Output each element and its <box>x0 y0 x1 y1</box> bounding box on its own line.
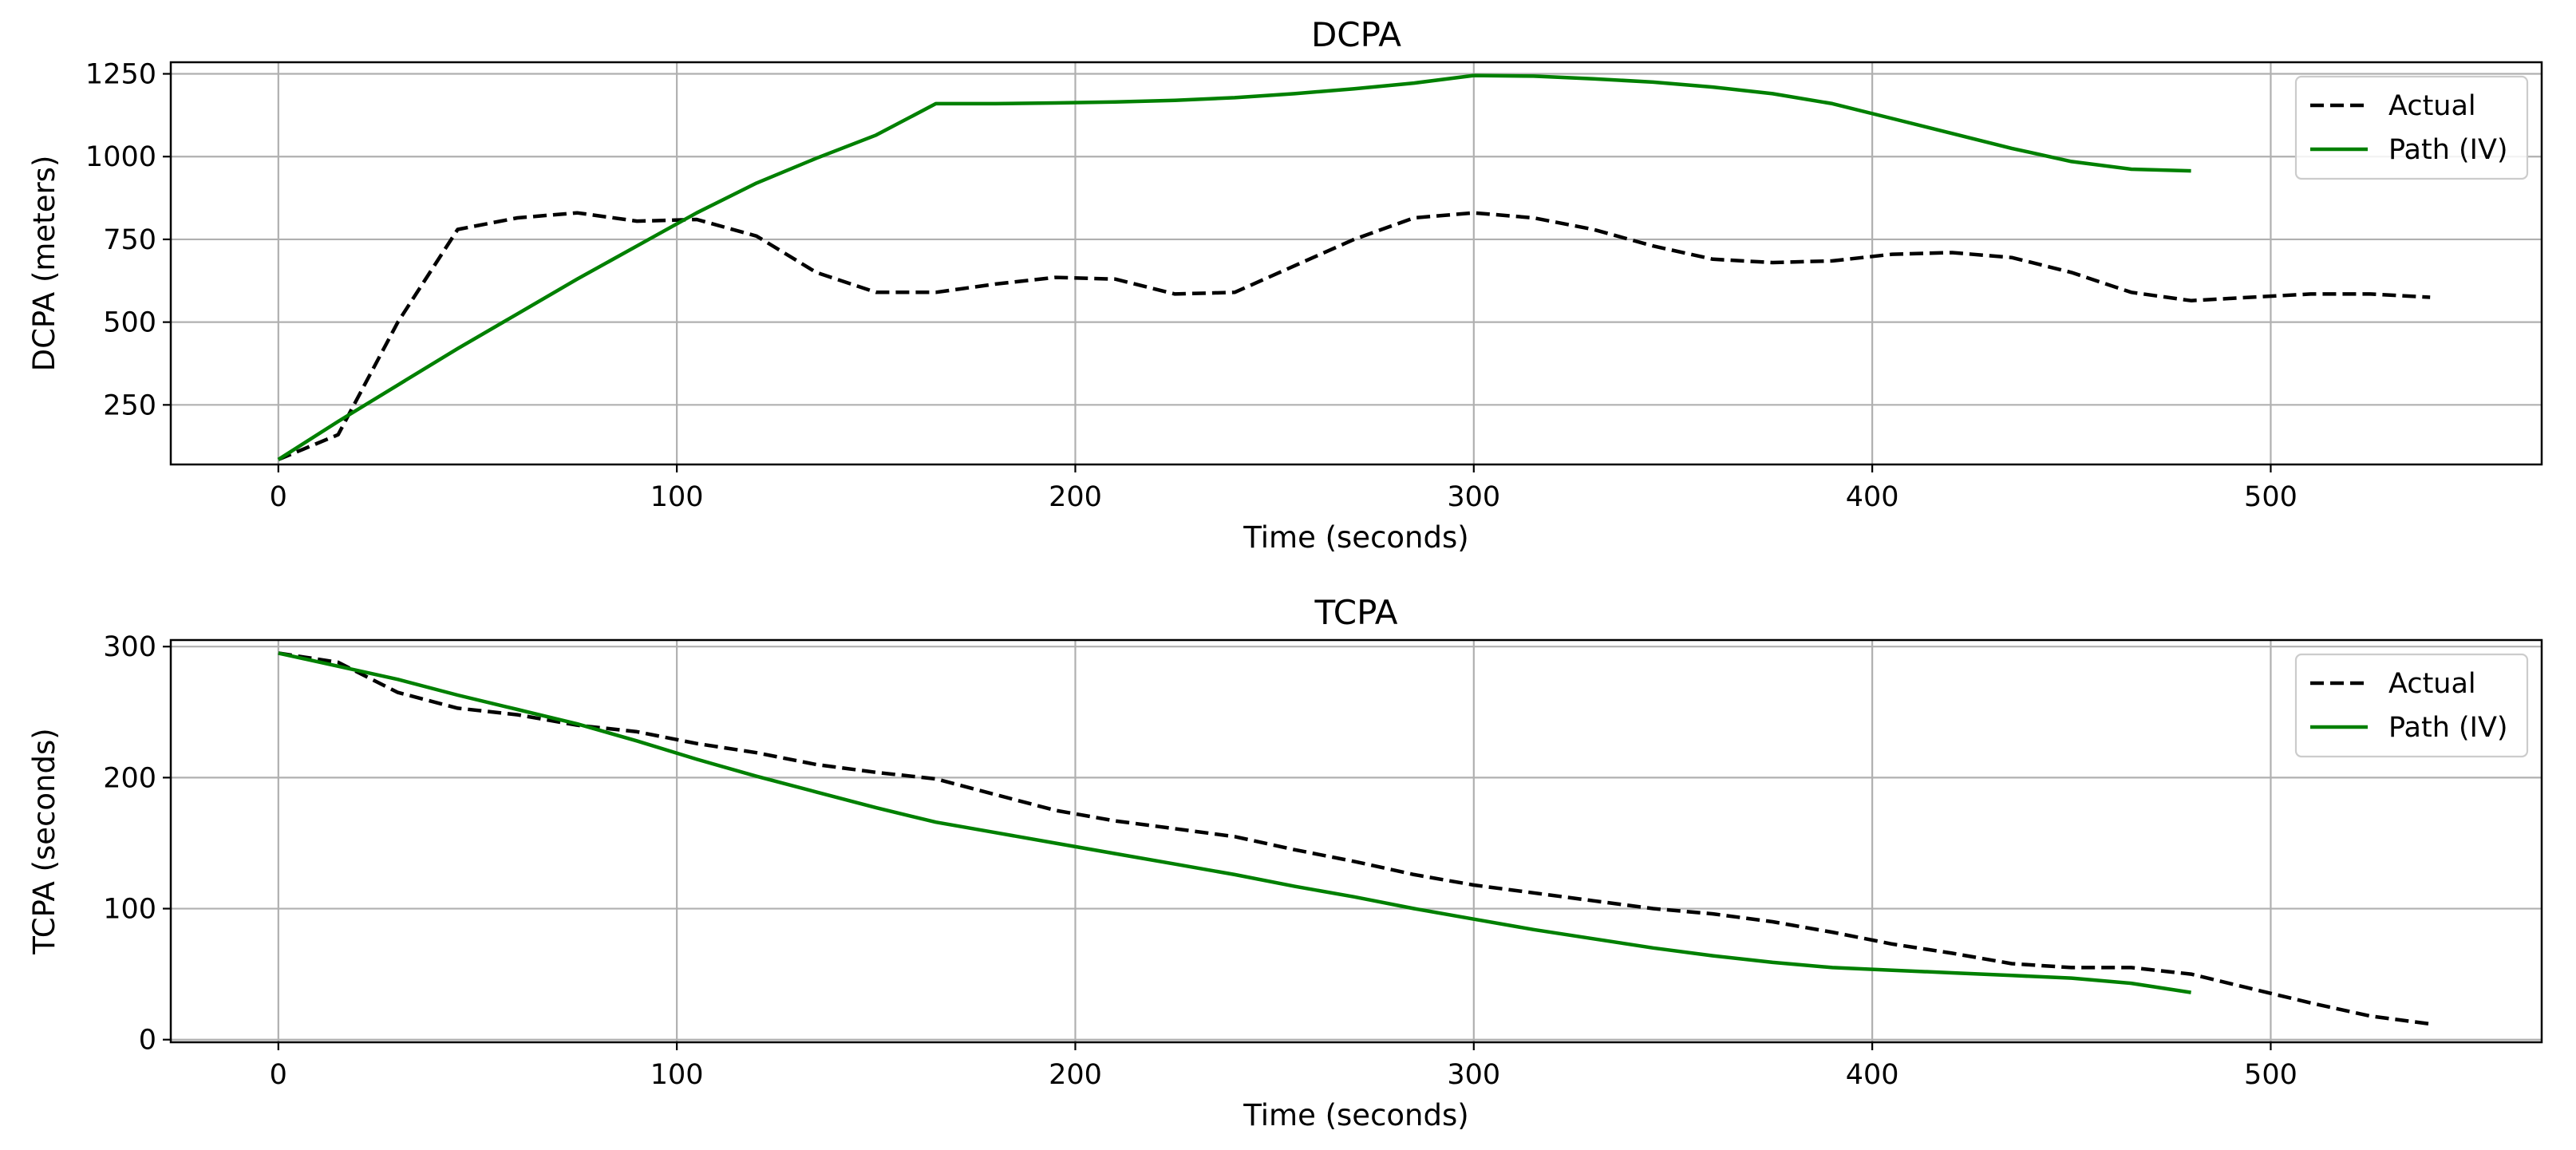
dcpa-y-tick-label: 500 <box>103 307 156 339</box>
tcpa-x-axis-label: Time (seconds) <box>1243 1098 1468 1132</box>
dcpa-legend: Actual Path (IV) <box>2294 75 2529 180</box>
tcpa-legend: Actual Path (IV) <box>2294 653 2529 758</box>
tcpa-plot-frame <box>169 638 2543 1044</box>
dcpa-y-tick-label: 750 <box>103 224 156 256</box>
dcpa-chart: 0 100 200 300 400 500 250 500 750 1000 1250 DCPA Tim… <box>27 15 2543 555</box>
tcpa-x-tick-label: 400 <box>1846 1059 1899 1091</box>
dcpa-y-tick-label: 250 <box>103 389 156 421</box>
dcpa-x-axis-label: Time (seconds) <box>1243 520 1468 555</box>
tcpa-legend-box <box>2294 653 2529 758</box>
tcpa-y-tick-label: 100 <box>103 894 156 926</box>
dcpa-x-tick-label: 0 <box>270 481 287 513</box>
tcpa-x-tick-label: 500 <box>2244 1059 2297 1091</box>
dcpa-x-tick-label: 200 <box>1049 481 1102 513</box>
dcpa-y-tick-label: 1000 <box>85 141 156 173</box>
tcpa-y-tick-label: 200 <box>103 762 156 794</box>
dcpa-legend-label-actual: Actual <box>2388 90 2476 122</box>
dcpa-legend-box <box>2294 75 2529 180</box>
tcpa-series-actual-line <box>278 651 2431 1026</box>
dcpa-legend-label-path-iv: Path (IV) <box>2388 134 2508 166</box>
tcpa-y-axis-label: TCPA (seconds) <box>27 728 61 954</box>
tcpa-y-tick-label: 0 <box>139 1025 156 1057</box>
dcpa-y-axis-label: DCPA (meters) <box>27 156 61 372</box>
dcpa-chart-title: DCPA <box>1311 15 1401 54</box>
tcpa-x-tick-label: 100 <box>650 1059 704 1091</box>
tcpa-x-tick-label: 300 <box>1447 1059 1500 1091</box>
tcpa-legend-label-actual: Actual <box>2388 668 2476 700</box>
dcpa-x-tick-label: 500 <box>2244 481 2297 513</box>
dcpa-series-path-iv-line <box>277 73 2191 461</box>
tcpa-x-tick-label: 200 <box>1049 1059 1102 1091</box>
tcpa-chart: 0 100 200 300 400 500 0 100 200 300 TCPA Time (seco… <box>27 593 2543 1132</box>
dcpa-y-tick-label: 1250 <box>85 59 156 91</box>
dcpa-x-tick-label: 400 <box>1846 481 1899 513</box>
tcpa-legend-label-path-iv: Path (IV) <box>2388 712 2508 744</box>
tcpa-chart-title: TCPA <box>1314 593 1398 632</box>
tcpa-y-tick-label: 300 <box>103 631 156 663</box>
tcpa-x-tick-label: 0 <box>270 1059 287 1091</box>
dcpa-series-actual-line <box>277 211 2431 461</box>
dcpa-x-tick-label: 300 <box>1447 481 1500 513</box>
tcpa-series-path-iv-line <box>278 651 2191 994</box>
dcpa-x-tick-label: 100 <box>650 481 704 513</box>
dcpa-plot-frame <box>169 61 2543 466</box>
